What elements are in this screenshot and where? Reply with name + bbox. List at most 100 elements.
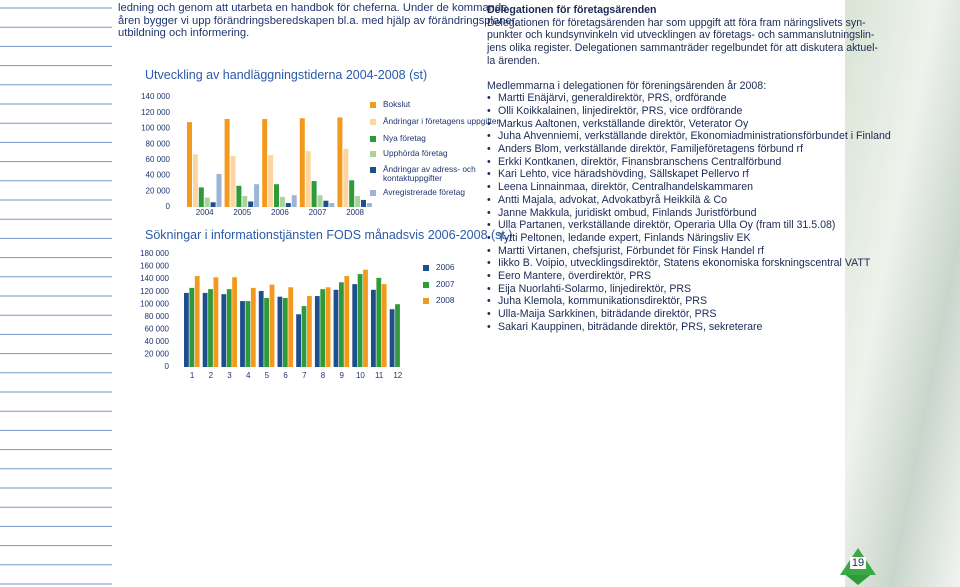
bar [226, 289, 232, 367]
member: Iikko B. Voipio, utvecklingsdirektör, St… [498, 257, 891, 270]
bar [210, 202, 216, 207]
bar [349, 180, 355, 207]
y-tick-label: 160 000 [140, 262, 169, 271]
legend-label: Nya företag [383, 133, 426, 143]
bar [254, 184, 260, 207]
legend-swatch [370, 167, 376, 173]
member: Martti Virtanen, chefsjurist, Förbundet … [498, 245, 891, 258]
member: Erkki Kontkanen, direktör, Finansbransch… [498, 156, 891, 169]
bar [245, 301, 251, 367]
text-line: åren bygger vi upp förändringsberedskape… [118, 14, 518, 27]
bar [301, 306, 307, 367]
bar [224, 119, 230, 207]
bar [357, 274, 363, 367]
member: Juha Ahvenniemi, verkställande direktör,… [498, 130, 891, 143]
bar [213, 277, 219, 367]
member: Eija Nuorlahti-Solarmo, linjedirektör, P… [498, 283, 891, 296]
text-line: ledning och genom att utarbeta en handbo… [118, 2, 508, 14]
chart-title: Sökningar i informationstjänsten FODS må… [145, 228, 513, 242]
y-tick-label: 120 000 [140, 287, 169, 296]
legend-label: 2007 [436, 279, 455, 289]
y-tick-label: 80 000 [146, 139, 171, 148]
bar [189, 287, 195, 367]
member: Tytti Peltonen, ledande expert, Finlands… [498, 232, 891, 245]
y-tick-label: 0 [166, 202, 171, 211]
bar [279, 196, 285, 207]
bar [325, 287, 331, 367]
legend-swatch [370, 151, 376, 157]
bar [242, 196, 248, 207]
member: Sakari Kauppinen, biträdande direktör, P… [498, 321, 891, 334]
legend-swatch [423, 282, 429, 288]
bar [344, 275, 350, 367]
bar [339, 282, 344, 367]
x-tick-label: 2007 [309, 208, 327, 217]
member: Ulla-Maija Sarkkinen, biträdande direktö… [498, 308, 891, 321]
x-tick-label: 11 [375, 371, 384, 380]
bar [389, 309, 395, 367]
legend-label: Ändringar av adress- och kontaktuppgifte… [383, 164, 476, 183]
bar [208, 289, 213, 367]
bar [268, 155, 274, 207]
bar [202, 292, 208, 367]
x-tick-label: 6 [283, 371, 288, 380]
y-tick-label: 40 000 [146, 171, 171, 180]
intro-text: ledning och genom att utarbeta en handbo… [118, 2, 518, 40]
bar [221, 294, 227, 367]
member: Juha Klemola, kommunikationsdirektör, PR… [498, 295, 891, 308]
y-tick-label: 80 000 [145, 312, 170, 321]
bar [307, 296, 312, 367]
bar [371, 289, 376, 367]
x-tick-label: 5 [265, 371, 270, 380]
legend-swatch [423, 298, 429, 304]
text-line: jens olika register. Delegationen samman… [487, 42, 879, 55]
y-tick-label: 100 000 [140, 299, 169, 308]
y-tick-label: 60 000 [146, 155, 171, 164]
member: Markus Aaltonen, verkställande direktör,… [498, 118, 891, 131]
bar [236, 185, 242, 207]
y-tick-label: 0 [165, 362, 170, 371]
x-tick-label: 2005 [233, 208, 251, 217]
bar [352, 284, 358, 367]
bar [323, 200, 329, 207]
bar [291, 195, 297, 207]
member: Kari Lehto, vice häradshövding, Sällskap… [498, 168, 891, 181]
bar [288, 287, 294, 367]
legend-label: 2006 [436, 262, 455, 272]
y-tick-label: 140 000 [141, 92, 170, 101]
legend-swatch [370, 190, 376, 196]
x-tick-label: 9 [339, 371, 344, 380]
x-tick-label: 2006 [271, 208, 289, 217]
bar [337, 117, 343, 207]
member: Martti Enäjärvi, generaldirektör, PRS, o… [498, 92, 891, 105]
bar [317, 195, 323, 207]
x-tick-label: 1 [190, 371, 195, 380]
y-tick-label: 140 000 [140, 274, 169, 283]
bar [232, 277, 237, 367]
bar [274, 184, 279, 207]
x-tick-label: 2004 [196, 208, 214, 217]
x-tick-label: 4 [246, 371, 251, 380]
sidebar-heading: Delegationen för företagsärenden [487, 4, 657, 16]
member: Ulla Partanen, verkställande direktör, O… [498, 219, 891, 232]
legend-label: Ändringar i företagens uppgifter [383, 116, 500, 126]
bar [192, 154, 198, 207]
bar [198, 187, 204, 207]
chart-title: Utveckling av handläggningstiderna 2004-… [145, 68, 428, 82]
bar [240, 301, 245, 367]
bar [216, 174, 222, 207]
sidebar-paragraph: Delegationen för företagsärenden har som… [487, 17, 891, 68]
x-tick-label: 3 [227, 371, 232, 380]
legend-swatch [370, 119, 376, 125]
bar [376, 277, 382, 367]
legend-label: Upphörda företag [383, 148, 448, 158]
y-tick-label: 100 000 [141, 124, 170, 133]
bar [248, 201, 254, 207]
bar [262, 119, 268, 207]
y-tick-label: 20 000 [145, 350, 170, 359]
x-tick-label: 8 [321, 371, 326, 380]
bar [299, 118, 305, 207]
bar [230, 155, 236, 207]
bar [366, 203, 372, 207]
bar [296, 314, 301, 367]
